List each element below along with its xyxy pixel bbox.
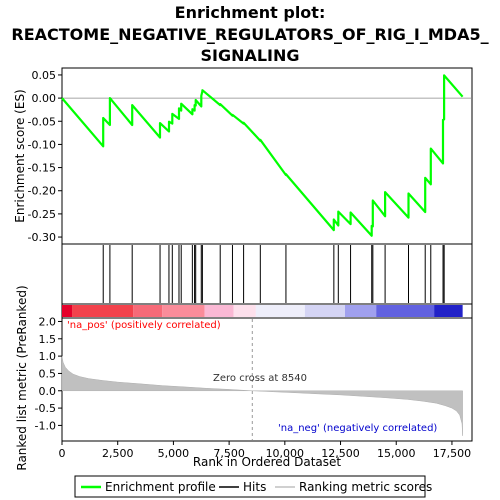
ranked-y-axis-label: Ranked list metric (PreRanked) (15, 285, 29, 470)
ranked-panel-frame (61, 317, 473, 442)
es-y-tick-label: -0.30 (28, 231, 56, 244)
es-y-tick-label: -0.10 (28, 138, 56, 151)
ranking-metric-fill (61, 356, 463, 436)
color-bar-segment (434, 305, 463, 317)
es-y-tick-label: -0.25 (28, 208, 56, 221)
color-bar-segment (233, 305, 256, 317)
es-y-tick-label: -0.20 (28, 185, 56, 198)
es-y-axis-label: Enrichment score (ES) (13, 89, 27, 222)
ranked-y-tick-label: 1.0 (39, 350, 57, 363)
color-bar-segment (162, 305, 205, 317)
ranked-y-tick-label: -1.0 (35, 419, 56, 432)
hit-marks (102, 245, 445, 303)
negative-correlation-label: 'na_neg' (negatively correlated) (278, 423, 437, 434)
chart-title-line-1: Enrichment plot: (175, 3, 326, 22)
x-axis-label: Rank in Ordered Dataset (193, 455, 341, 469)
color-bar-segment (376, 305, 435, 317)
es-y-tick-label: -0.05 (28, 115, 56, 128)
ranked-y-tick-label: 1.5 (39, 333, 57, 346)
hits-panel-frame (61, 243, 473, 305)
ranked-y-ticks: 2.0 1.5 1.0 0.5 0.0 -0.5 -1.0 (35, 315, 62, 432)
color-bar-segment (62, 305, 73, 317)
x-tick-label: 7,500 (213, 447, 245, 460)
es-y-tick-label: 0.00 (32, 92, 57, 105)
x-tick-label: 5,000 (158, 447, 190, 460)
color-bar (62, 305, 463, 317)
x-tick-label: 0 (59, 447, 66, 460)
enrichment-profile-line (61, 74, 464, 237)
x-tick-label: 12,500 (321, 447, 360, 460)
legend-box (74, 475, 426, 498)
color-bar-segment (72, 305, 134, 317)
legend-enrichment-label: Enrichment profile (105, 480, 216, 494)
x-tick-label: 15,000 (377, 447, 416, 460)
ranked-y-tick-label: -0.5 (35, 402, 56, 415)
chart-title-line-3: SIGNALING (200, 46, 299, 65)
positive-correlation-label: 'na_pos' (positively correlated) (67, 320, 221, 331)
ranked-y-tick-label: 2.0 (39, 315, 57, 328)
x-tick-label: 2,500 (102, 447, 134, 460)
es-panel-frame (61, 67, 473, 245)
zero-cross-label: Zero cross at 8540 (213, 373, 307, 384)
es-y-ticks: 0.05 0.00 -0.05 -0.10 -0.15 -0.20 -0.25 -0.30 (28, 69, 62, 244)
es-y-tick-label: 0.05 (32, 69, 57, 82)
x-ticks: 0 2,500 5,000 7,500 10,000 12,500 15,000 17,500 (59, 441, 472, 460)
x-tick-label: 10,000 (266, 447, 305, 460)
legend-hits-label: Hits (243, 480, 266, 494)
enrichment-profile-polyline (61, 74, 464, 237)
color-bar-segment (304, 305, 345, 317)
es-y-tick-label: -0.15 (28, 162, 56, 175)
x-tick-label: 17,500 (433, 447, 472, 460)
color-bar-segment (204, 305, 234, 317)
ranked-y-tick-label: 0.0 (39, 385, 57, 398)
color-bar-segment (255, 305, 305, 317)
ranked-y-tick-label: 0.5 (39, 367, 57, 380)
chart-title-line-2: REACTOME_NEGATIVE_REGULATORS_OF_RIG_I_MD… (11, 25, 488, 44)
color-bar-segment (344, 305, 377, 317)
legend-ranking-label: Ranking metric scores (299, 480, 432, 494)
color-bar-segment (133, 305, 163, 317)
ranking-metric-area (61, 319, 463, 440)
